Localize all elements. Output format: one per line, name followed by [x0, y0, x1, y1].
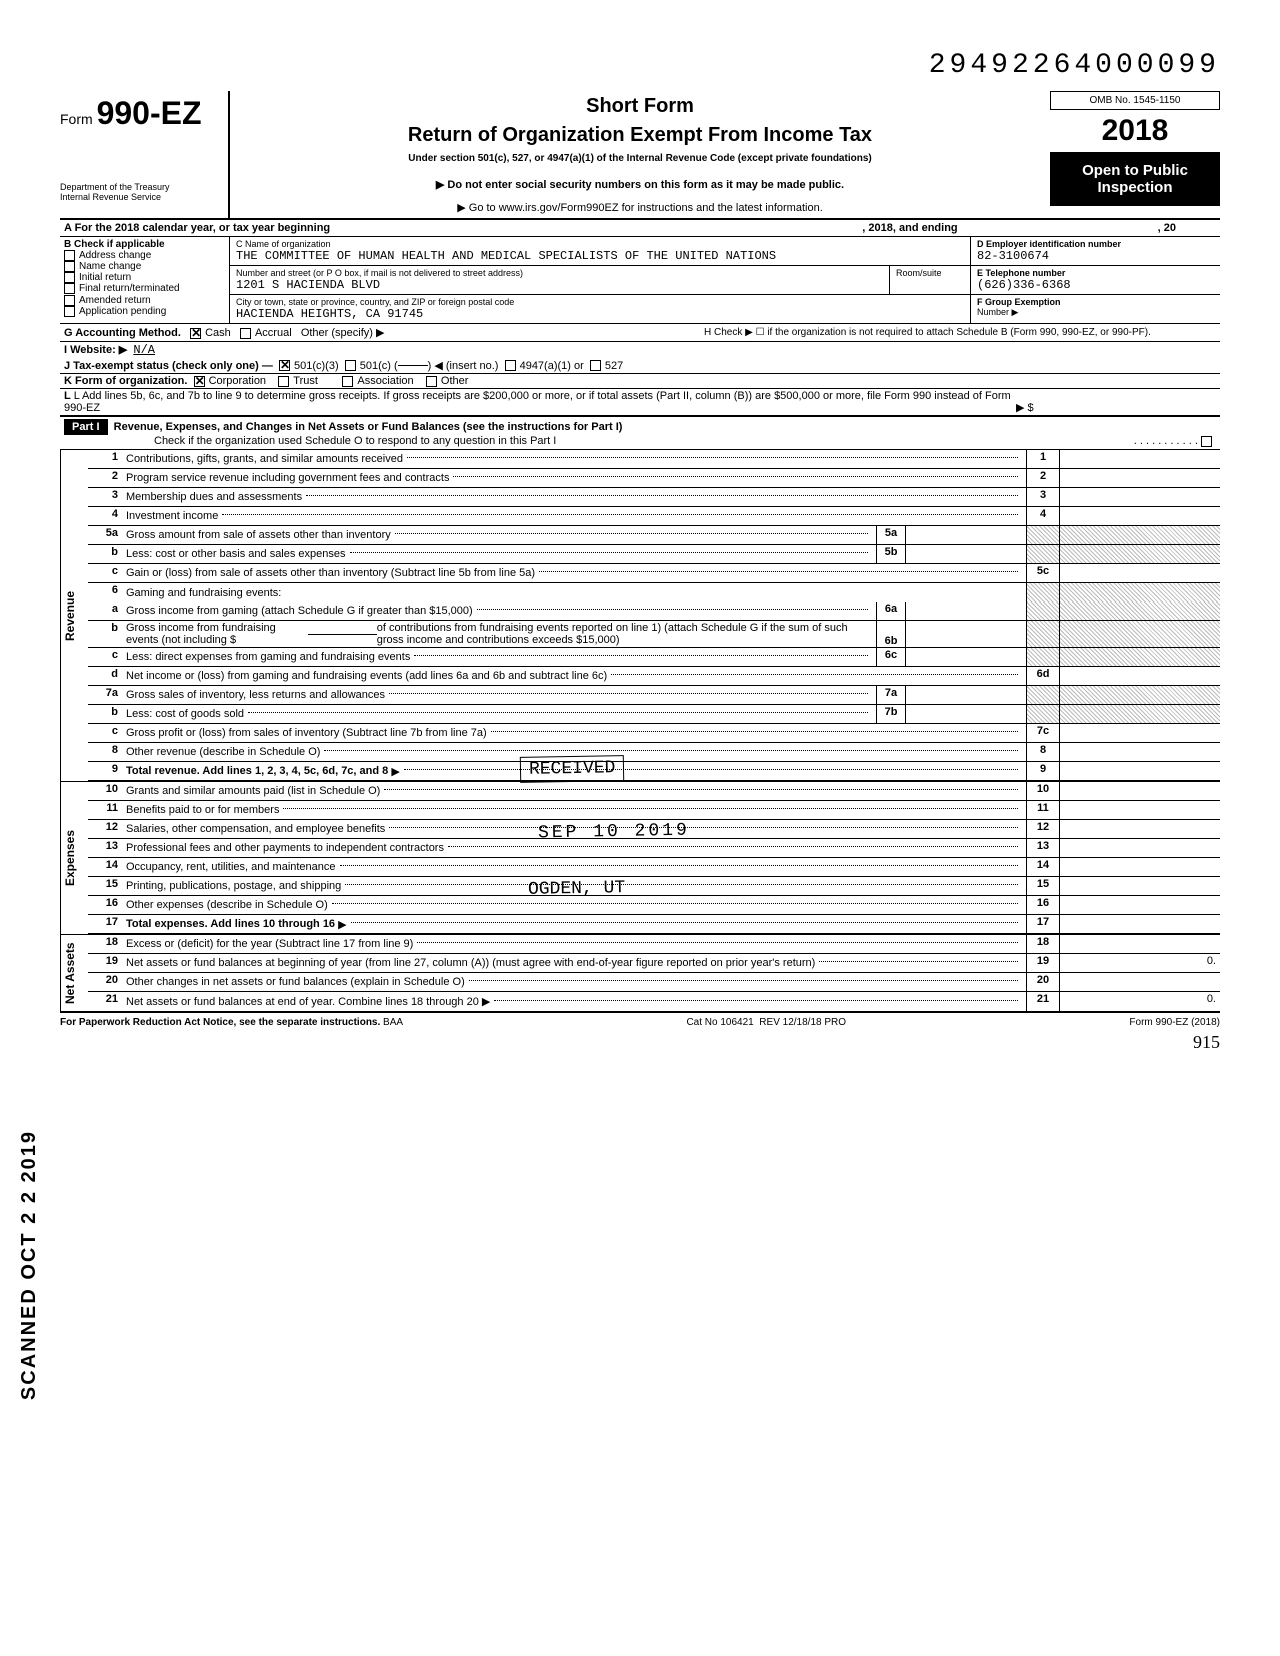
tax-year: 2018 [1050, 110, 1220, 152]
expenses-label: Expenses [60, 782, 88, 934]
chk-pending[interactable]: Application pending [64, 306, 225, 317]
dept: Department of the Treasury Internal Reve… [60, 182, 222, 202]
document-id: 29492264000099 [60, 50, 1220, 81]
chk-other-org[interactable] [426, 376, 437, 387]
chk-assoc[interactable] [342, 376, 353, 387]
row-a: A For the 2018 calendar year, or tax yea… [60, 220, 1220, 237]
chk-initial[interactable]: Initial return [64, 272, 225, 283]
chk-address[interactable]: Address change [64, 250, 225, 261]
org-name: THE COMMITTEE OF HUMAN HEALTH AND MEDICA… [236, 249, 964, 263]
ein-cell: D Employer identification number 82-3100… [971, 237, 1220, 266]
form-number: Form 990-EZ [60, 95, 222, 132]
chk-527[interactable] [590, 360, 601, 371]
instructions-link: ▶ Go to www.irs.gov/Form990EZ for instru… [240, 201, 1040, 214]
ssn-note: ▶ Do not enter social security numbers o… [240, 178, 1040, 191]
row-g-h: G Accounting Method. Cash Accrual Other … [60, 324, 1220, 342]
b-header: B Check if applicable [64, 239, 165, 250]
row-j: J Tax-exempt status (check only one) — 5… [60, 358, 1220, 374]
chk-part1-o[interactable] [1201, 436, 1212, 447]
form-title: Return of Organization Exempt From Incom… [240, 124, 1040, 147]
row-l: L L Add lines 5b, 6c, and 7b to line 9 t… [60, 389, 1220, 416]
expenses-table: Expenses 10Grants and similar amounts pa… [60, 781, 1220, 934]
handwritten-note: 915 [60, 1032, 1220, 1053]
chk-accrual[interactable] [240, 328, 251, 339]
org-name-cell: C Name of organization THE COMMITTEE OF … [230, 237, 970, 266]
group-exempt: F Group Exemption Number ▶ [971, 295, 1220, 320]
row-k: K Form of organization. Corporation Trus… [60, 374, 1220, 389]
city-cell: City or town, state or province, country… [230, 295, 970, 323]
chk-trust[interactable] [278, 376, 289, 387]
scanned-stamp: SCANNED OCT 2 2 2019 [18, 1130, 41, 1400]
chk-cash[interactable] [190, 328, 201, 339]
chk-corp[interactable] [194, 376, 205, 387]
form-subtitle: Under section 501(c), 527, or 4947(a)(1)… [240, 153, 1040, 164]
chk-501c[interactable] [345, 360, 356, 371]
chk-amended[interactable]: Amended return [64, 295, 225, 306]
chk-final[interactable]: Final return/terminated [64, 283, 225, 294]
room-cell: Room/suite [890, 266, 970, 294]
revenue-label: Revenue [60, 450, 88, 781]
revenue-table: Revenue 1Contributions, gifts, grants, a… [60, 450, 1220, 781]
page-footer: For Paperwork Reduction Act Notice, see … [60, 1013, 1220, 1028]
form-header: Form 990-EZ Department of the Treasury I… [60, 91, 1220, 220]
row-i: I Website: ▶ N/A [60, 342, 1220, 358]
part1-header: Part I Revenue, Expenses, and Changes in… [60, 416, 1220, 450]
omb-number: OMB No. 1545-1150 [1050, 91, 1220, 110]
phone-cell: E Telephone number (626)336-6368 [971, 266, 1220, 295]
section-b: B Check if applicable Address change Nam… [60, 237, 1220, 324]
chk-name[interactable]: Name change [64, 261, 225, 272]
netassets-label: Net Assets [60, 935, 88, 1011]
row-h: H Check ▶ ☐ if the organization is not r… [704, 327, 1216, 338]
open-public: Open to PublicInspection [1050, 152, 1220, 206]
netassets-table: Net Assets 18Excess or (deficit) for the… [60, 934, 1220, 1013]
chk-4947[interactable] [505, 360, 516, 371]
short-form-label: Short Form [240, 95, 1040, 118]
chk-501c3[interactable] [279, 360, 290, 371]
address-cell: Number and street (or P O box, if mail i… [230, 266, 890, 294]
